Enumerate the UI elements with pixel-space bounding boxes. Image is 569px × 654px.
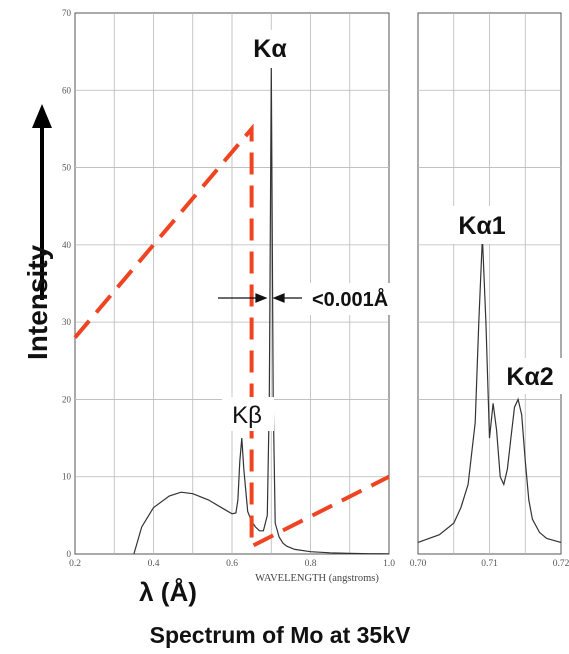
k-alpha-label-bg <box>238 30 298 68</box>
zoom-x-tick-label: 0.71 <box>481 559 498 569</box>
k-alpha1-label: Kα1 <box>458 212 505 240</box>
zoom-x-tick-label: 0.70 <box>410 559 427 569</box>
k-beta-label: Kβ <box>232 402 262 429</box>
k-alpha2-label-bg <box>494 358 566 394</box>
main-y-tick-label: 40 <box>62 240 72 250</box>
main-spectrum-curve <box>133 67 390 555</box>
main-x-tick-label: 0.6 <box>226 559 238 569</box>
main-y-tick-label: 30 <box>62 317 72 327</box>
zoom-spectrum-curve <box>417 237 562 543</box>
zoom-panel: 0.70 0.71 0.72 <box>410 12 569 569</box>
main-y-tick-label: 70 <box>62 8 72 18</box>
k-alpha2-label: Kα2 <box>506 363 553 391</box>
resolution-label: <0.001Å <box>312 287 388 311</box>
main-x-tick-label: 0.4 <box>148 559 160 569</box>
main-x-tick-label: 1.0 <box>383 559 395 569</box>
resolution-arrows <box>218 293 302 303</box>
main-y-tick-label: 10 <box>62 472 72 482</box>
right-arrow-head <box>272 293 285 303</box>
main-y-tick-label: 0 <box>67 549 72 559</box>
main-x-tick-label: 0.8 <box>305 559 317 569</box>
wavelength-axis-label: WAVELENGTH (angstroms) <box>255 573 379 584</box>
main-y-tick-label: 60 <box>62 85 72 95</box>
main-x-tick-labels: 0.2 0.4 0.6 0.8 1.0 <box>69 559 395 569</box>
zoom-grid <box>418 13 561 554</box>
figure-title: Spectrum of Mo at 35kV <box>150 622 411 648</box>
main-x-tick-label: 0.2 <box>69 559 81 569</box>
main-y-tick-label: 50 <box>62 163 72 173</box>
k-alpha-label: Kα <box>253 35 287 63</box>
dashed-overlay-line <box>73 123 390 550</box>
main-y-tick-label: 20 <box>62 394 72 404</box>
k-alpha1-label-bg <box>444 206 520 244</box>
intensity-arrow <box>32 104 52 300</box>
left-arrow-head <box>255 293 268 303</box>
main-y-tick-labels: 0 10 20 30 40 50 60 70 <box>62 8 72 559</box>
k-beta-label-bg <box>222 397 274 431</box>
zoom-x-tick-label: 0.72 <box>553 559 569 569</box>
lambda-label: λ (Å) <box>139 577 197 607</box>
resolution-label-bg <box>305 283 415 315</box>
intensity-label: Intensity <box>22 244 53 360</box>
zoom-x-tick-labels: 0.70 0.71 0.72 <box>410 559 569 569</box>
